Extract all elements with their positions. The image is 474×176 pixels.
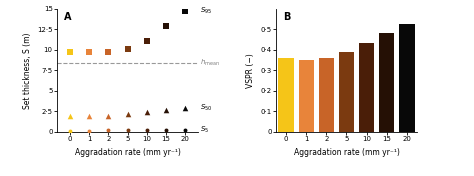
Bar [359,43,374,132]
Point [105,129,112,132]
Bar [379,33,394,132]
Point [124,113,131,116]
Point [143,128,150,131]
Text: $S_{95}$: $S_{95}$ [200,6,212,16]
Text: B: B [283,12,290,23]
Point [124,48,131,51]
Point [181,107,189,110]
Point [105,114,112,117]
Bar [299,60,314,132]
Bar [278,58,293,132]
Point [143,39,150,42]
Y-axis label: VSPR (−): VSPR (−) [246,53,255,88]
Point [85,51,93,54]
Bar [339,52,354,132]
Text: $S_{5}$: $S_{5}$ [200,124,209,135]
Point [66,51,74,54]
Point [162,25,170,27]
Y-axis label: Set thickness, S (m): Set thickness, S (m) [23,32,32,109]
Point [181,10,189,13]
Point [105,50,112,53]
Point [124,129,131,132]
Point [66,129,74,132]
Bar [319,58,334,132]
X-axis label: Aggradation rate (mm yr⁻¹): Aggradation rate (mm yr⁻¹) [293,148,400,157]
Point [181,128,189,131]
Point [66,114,74,117]
Point [143,111,150,113]
Bar [400,24,415,132]
Point [85,115,93,117]
Text: $S_{50}$: $S_{50}$ [200,103,212,113]
Point [162,108,170,111]
Point [85,129,93,132]
Text: $h_{\rm mean}$: $h_{\rm mean}$ [200,58,219,68]
Point [162,128,170,131]
X-axis label: Aggradation rate (mm yr⁻¹): Aggradation rate (mm yr⁻¹) [74,148,181,157]
Text: A: A [64,12,72,23]
